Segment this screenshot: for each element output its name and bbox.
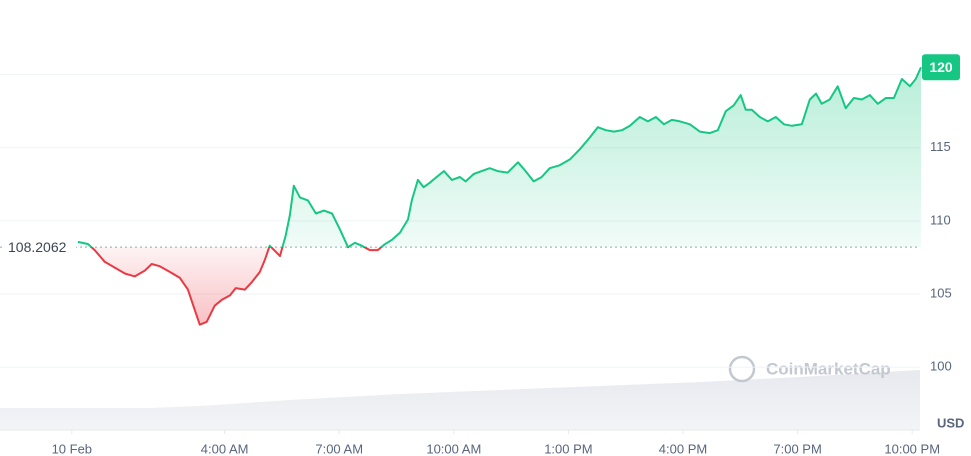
volume-area xyxy=(0,370,920,430)
y-tick-label: 100 xyxy=(930,359,952,374)
x-tick-label: 10 Feb xyxy=(52,441,92,456)
x-tick-label: 4:00 AM xyxy=(201,441,249,456)
y-tick-label: 105 xyxy=(930,285,952,300)
baseline-label: 108.2062 xyxy=(8,239,67,255)
x-tick-label: 10:00 PM xyxy=(884,441,940,456)
x-tick-label: 7:00 AM xyxy=(315,441,363,456)
y-tick-label: 115 xyxy=(930,139,951,154)
x-tick-label: 4:00 PM xyxy=(659,441,707,456)
x-tick-label: 10:00 AM xyxy=(426,441,481,456)
watermark: CoinMarketCap xyxy=(728,355,891,383)
price-line xyxy=(77,66,922,326)
x-tick-label: 1:00 PM xyxy=(544,441,592,456)
area xyxy=(77,67,921,325)
price-label: 120 xyxy=(929,59,953,75)
x-tick-label: 7:00 PM xyxy=(773,441,821,456)
baseline-label-bg xyxy=(2,238,76,257)
watermark-text: CoinMarketCap xyxy=(766,359,891,378)
price-label-box xyxy=(922,54,960,81)
y-unit: USD xyxy=(937,415,964,430)
y-tick-label: 110 xyxy=(930,212,951,227)
watermark-logo xyxy=(728,355,756,383)
